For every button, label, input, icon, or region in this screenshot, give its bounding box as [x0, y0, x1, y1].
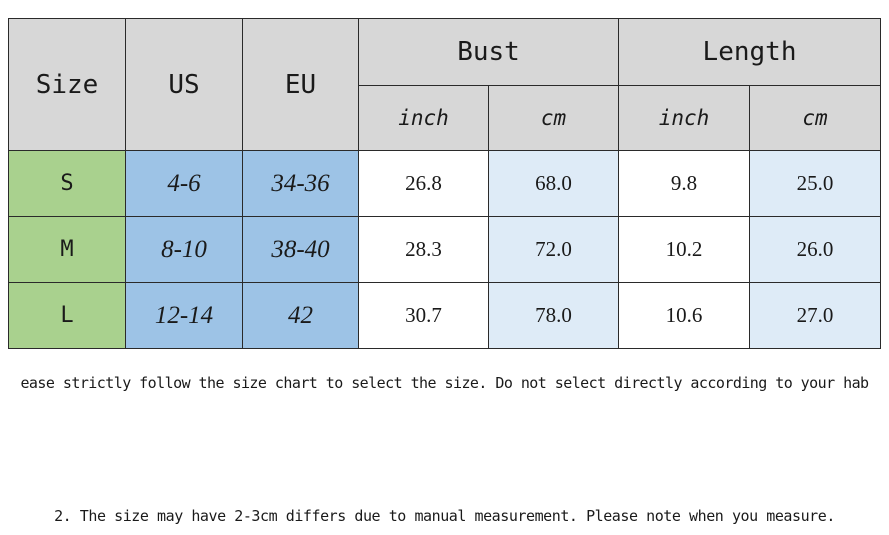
- header-bust: Bust: [358, 18, 619, 86]
- cell-length-inch: 9.8: [618, 150, 750, 217]
- cell-size: S: [8, 150, 126, 217]
- cell-bust-inch: 26.8: [358, 150, 489, 217]
- cell-bust-cm: 72.0: [488, 216, 619, 283]
- cell-length-inch: 10.2: [618, 216, 750, 283]
- table-row-s: S 4-6 34-36 26.8 68.0 9.8 25.0: [8, 150, 882, 217]
- table-row-l: L 12-14 42 30.7 78.0 10.6 27.0: [8, 282, 882, 349]
- header-row-units: inch cm inch cm: [9, 85, 882, 151]
- cell-length-inch: 10.6: [618, 282, 750, 349]
- header-us: US: [125, 18, 243, 151]
- cell-bust-cm: 68.0: [488, 150, 619, 217]
- header-bust-inch: inch: [358, 85, 489, 151]
- cell-bust-inch: 30.7: [358, 282, 489, 349]
- cell-length-cm: 27.0: [748, 282, 882, 349]
- header-row-main: Size US EU Bust Length: [8, 18, 882, 151]
- header-length-inch: inch: [618, 85, 750, 151]
- header-eu: EU: [242, 18, 359, 151]
- cell-eu: 34-36: [242, 150, 359, 217]
- cell-length-cm: 26.0: [748, 216, 882, 283]
- cell-eu: 38-40: [242, 216, 359, 283]
- cell-us: 8-10: [125, 216, 243, 283]
- cell-bust-inch: 28.3: [358, 216, 489, 283]
- header-bust-cm: cm: [488, 85, 619, 151]
- header-length-cm: cm: [748, 85, 882, 151]
- cell-eu: 42: [242, 282, 359, 349]
- cell-us: 4-6: [125, 150, 243, 217]
- note-size-chart-instruction: ease strictly follow the size chart to s…: [20, 374, 869, 392]
- header-size: Size: [8, 18, 126, 151]
- cell-size: L: [8, 282, 126, 349]
- cell-us: 12-14: [125, 282, 243, 349]
- note-measurement-tolerance: 2. The size may have 2-3cm differs due t…: [54, 507, 835, 525]
- cell-size: M: [8, 216, 126, 283]
- cell-bust-cm: 78.0: [488, 282, 619, 349]
- cell-length-cm: 25.0: [748, 150, 882, 217]
- header-length: Length: [617, 18, 882, 86]
- size-chart-table: Size US EU Bust Length inch cm inch cm S…: [8, 18, 882, 349]
- table-row-m: M 8-10 38-40 28.3 72.0 10.2 26.0: [8, 216, 882, 283]
